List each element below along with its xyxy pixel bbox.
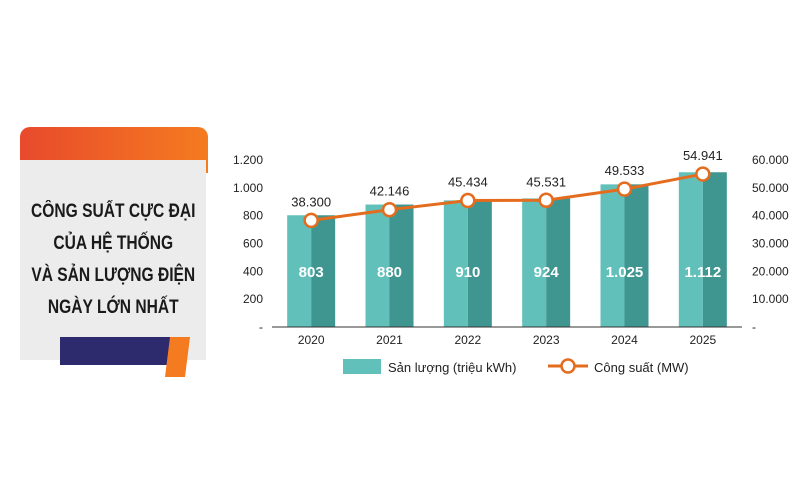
bar-side (311, 215, 336, 327)
y-left-tick-label: 800 (243, 209, 263, 223)
y-right-tick-label: 60.000 (752, 153, 789, 167)
y-left-tick-label: 1.200 (233, 153, 263, 167)
line-value-label: 38.300 (291, 194, 331, 209)
line-point (460, 192, 476, 209)
bar-side (546, 198, 571, 327)
line-point (538, 192, 554, 209)
line-value-label: 45.434 (448, 175, 488, 190)
x-tick-label: 2025 (689, 333, 716, 347)
legend-line-label: Công suất (MW) (594, 360, 689, 375)
bar-value-label: 803 (299, 264, 324, 281)
title-ribbon-decoration (60, 337, 190, 377)
line-path (310, 172, 704, 222)
bar-front (443, 200, 468, 327)
chart-title: CÔNG SUẤT CỰC ĐẠI CỦA HỆ THỐNG VÀ SẢN LƯ… (26, 196, 200, 324)
bar-front (522, 198, 547, 327)
legend-bar-swatch (343, 359, 381, 374)
line-series: 38.300 42.146 45.434 45.531 49.533 54.941 (291, 148, 723, 229)
bar-value-label: 924 (534, 264, 560, 281)
x-tick-label: 2023 (533, 333, 560, 347)
title-line: NGÀY LỚN NHẤT (47, 297, 179, 318)
y-left-tick-label: 200 (243, 292, 263, 306)
line-value-label: 49.533 (605, 163, 645, 178)
bar-front (600, 184, 625, 327)
y-right-tick-label: 40.000 (752, 209, 789, 223)
ribbon-orange (165, 337, 190, 377)
y-right-tick-label: 20.000 (752, 264, 789, 278)
x-tick-label: 2024 (611, 333, 638, 347)
y-left-tick-label: - (259, 320, 263, 334)
y-right-tick-label: 10.000 (752, 292, 789, 306)
x-tick-label: 2020 (298, 333, 325, 347)
x-axis: 2020 2021 2022 2023 2024 2025 (272, 326, 742, 347)
y-left-tick-label: 600 (243, 237, 263, 251)
x-tick-label: 2022 (454, 333, 481, 347)
line-point (616, 181, 633, 197)
y-axis-right: - 10.000 20.000 30.000 40.000 50.000 60.000 (752, 153, 789, 334)
bar-front (678, 172, 703, 327)
bar-front (287, 215, 312, 327)
title-line: VÀ SẢN LƯỢNG ĐIỆN (31, 265, 195, 286)
bar-value-label: 910 (455, 264, 480, 281)
line-value-label: 45.531 (526, 174, 566, 189)
y-right-tick-label: 50.000 (752, 181, 789, 195)
bar-series: 803 880 910 924 1.025 1.112 (287, 172, 727, 327)
y-right-tick-label: 30.000 (752, 237, 789, 251)
bar-side (624, 184, 649, 327)
bar-side (702, 172, 727, 327)
line-value-label: 54.941 (683, 148, 723, 163)
legend-bar-label: Sản lượng (triệu kWh) (388, 360, 517, 375)
title-block: CÔNG SUẤT CỰC ĐẠI CỦA HỆ THỐNG VÀ SẢN LƯ… (20, 127, 208, 377)
bar-value-label: 1.112 (684, 264, 721, 281)
bar-side (467, 200, 492, 327)
title-line: CÔNG SUẤT CỰC ĐẠI (30, 201, 196, 222)
line-point (303, 212, 319, 229)
bar-value-label: 880 (377, 264, 402, 281)
y-axis-left: - 200 400 600 800 1.000 1.200 (233, 153, 263, 334)
ribbon-navy (60, 337, 190, 365)
legend: Sản lượng (triệu kWh) Công suất (MW) (343, 358, 689, 375)
bar-front (365, 204, 390, 327)
line-point (381, 201, 398, 218)
y-left-tick-label: 1.000 (233, 181, 263, 195)
line-value-label: 42.146 (370, 184, 410, 199)
y-left-tick-label: 400 (243, 264, 263, 278)
bar-side (389, 204, 414, 327)
title-box: CÔNG SUẤT CỰC ĐẠI CỦA HỆ THỐNG VÀ SẢN LƯ… (20, 160, 206, 360)
bar-value-label: 1.025 (606, 264, 644, 281)
y-right-tick-label: - (752, 320, 756, 334)
legend-line-marker (560, 358, 576, 374)
line-point (695, 166, 711, 182)
title-line: CỦA HỆ THỐNG (53, 233, 173, 254)
x-tick-label: 2021 (376, 333, 403, 347)
